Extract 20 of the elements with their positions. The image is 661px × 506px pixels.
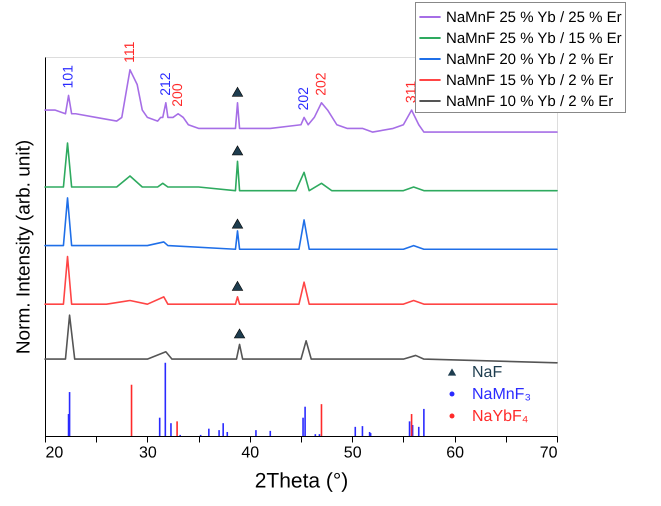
legend-label: NaMnF 25 % Yb / 15 % Er xyxy=(446,30,622,47)
legend-label: NaMnF 20 % Yb / 2 % Er xyxy=(446,51,614,68)
y-axis-title: Norm. Intensity (arb. unit) xyxy=(14,140,34,354)
x-tick-label: 40 xyxy=(241,444,260,462)
annotation: 111 xyxy=(120,41,137,63)
x-axis-title: 2Theta (°) xyxy=(254,470,348,492)
x-tick-label: 50 xyxy=(344,444,362,462)
annotation: 101 xyxy=(60,64,76,88)
legend-label: NaMnF 10 % Yb / 2 % Er xyxy=(446,93,614,110)
annotation: 202 xyxy=(295,86,312,110)
legend-label: NaF xyxy=(472,364,502,381)
x-tick-label: 60 xyxy=(446,444,464,462)
x-tick-label: 30 xyxy=(139,444,157,462)
x-tick-label: 70 xyxy=(540,444,558,462)
legend-label: NaMnF 25 % Yb / 25 % Er xyxy=(446,9,622,26)
x-tick-label: 20 xyxy=(46,444,64,462)
legend-label: NaMnF 15 % Yb / 2 % Er xyxy=(446,72,614,89)
legend-label: NaYbF₄ xyxy=(472,408,528,425)
legend-label: NaMnF₃ xyxy=(472,386,531,403)
annotation: 202 xyxy=(312,72,328,96)
